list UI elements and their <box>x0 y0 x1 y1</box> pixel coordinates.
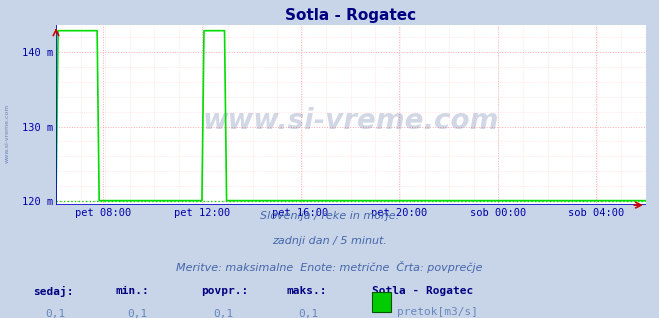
Text: zadnji dan / 5 minut.: zadnji dan / 5 minut. <box>272 236 387 246</box>
Text: Sotla - Rogatec: Sotla - Rogatec <box>372 286 474 295</box>
Text: min.:: min.: <box>115 286 149 295</box>
Text: www.si-vreme.com: www.si-vreme.com <box>5 104 10 163</box>
Text: 0,1: 0,1 <box>45 309 65 318</box>
Text: www.si-vreme.com: www.si-vreme.com <box>203 107 499 135</box>
Text: Meritve: maksimalne  Enote: metrične  Črta: povprečje: Meritve: maksimalne Enote: metrične Črta… <box>176 261 483 273</box>
Text: sedaj:: sedaj: <box>33 286 73 297</box>
Text: Slovenija / reke in morje.: Slovenija / reke in morje. <box>260 211 399 221</box>
Title: Sotla - Rogatec: Sotla - Rogatec <box>285 8 416 23</box>
Text: pretok[m3/s]: pretok[m3/s] <box>397 307 478 317</box>
Text: povpr.:: povpr.: <box>201 286 248 295</box>
Text: 0,1: 0,1 <box>127 309 148 318</box>
Text: maks.:: maks.: <box>287 286 327 295</box>
Text: 0,1: 0,1 <box>213 309 233 318</box>
FancyBboxPatch shape <box>372 292 391 312</box>
Text: 0,1: 0,1 <box>299 309 319 318</box>
